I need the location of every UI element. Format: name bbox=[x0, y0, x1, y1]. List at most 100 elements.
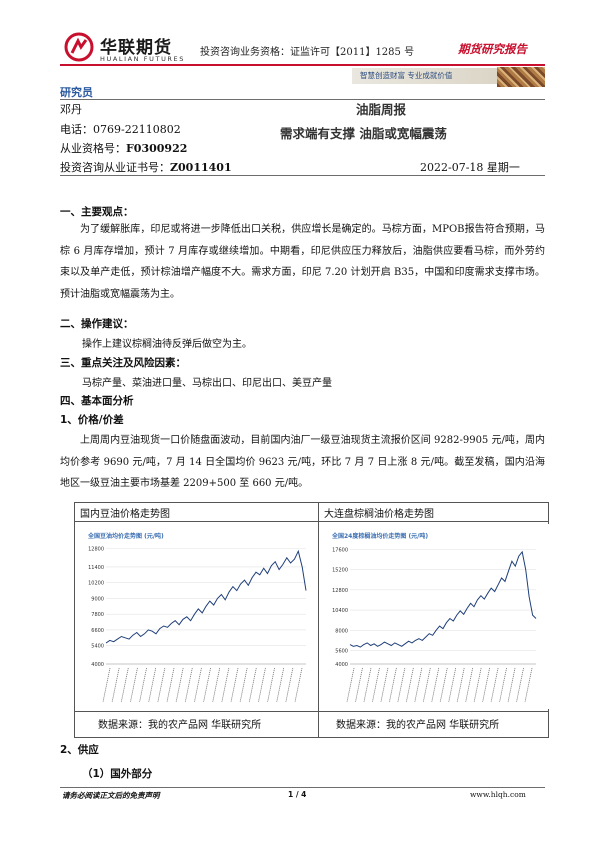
x-tick-mark bbox=[221, 667, 230, 703]
x-tick-mark bbox=[203, 667, 211, 703]
x-tick-mark bbox=[405, 667, 414, 703]
x-tick-mark bbox=[120, 667, 129, 703]
section-2-text: 操作上建议棕榈油待反弹后做空为主。 bbox=[82, 339, 252, 350]
analyst-label: 研究员 bbox=[60, 86, 93, 99]
x-tick-mark bbox=[102, 667, 111, 703]
y-tick-label: 12800 bbox=[332, 588, 348, 594]
x-tick-mark bbox=[456, 667, 465, 703]
x-tick-mark bbox=[184, 667, 193, 703]
soybean-oil-chart: 全国豆油均价走势图 (元/吨) 12800 11400 10200 9000 7800 6… bbox=[78, 524, 314, 709]
x-tick-mark bbox=[212, 667, 221, 703]
x-tick-mark bbox=[372, 667, 380, 703]
left-figure-source: 数据来源：我的农产品网 华联研究所 bbox=[98, 720, 262, 731]
analyst-qualification: 从业资格号：F0300922 bbox=[60, 140, 187, 156]
x-tick-mark bbox=[490, 667, 499, 703]
y-tick-label: 7800 bbox=[91, 612, 104, 618]
analyst-divider bbox=[60, 99, 545, 100]
banner-image bbox=[497, 67, 545, 87]
figure-table-footer-rule bbox=[74, 711, 549, 712]
x-tick-mark bbox=[276, 667, 285, 703]
x-tick-mark bbox=[166, 667, 175, 703]
x-tick-mark bbox=[267, 667, 275, 703]
slogan-banner bbox=[352, 68, 544, 84]
page-number: 1 / 4 bbox=[288, 790, 307, 799]
x-tick-mark bbox=[422, 667, 431, 703]
left-figure-caption: 国内豆油价格走势图 bbox=[80, 509, 170, 520]
price-paragraph: 上周周内豆油现货一口价随盘面波动，目前国内油厂一级豆油现货主流报价区间 9282… bbox=[60, 435, 545, 490]
x-tick-mark bbox=[139, 667, 147, 703]
series-line bbox=[105, 549, 307, 644]
soybean-oil-chart-svg: 全国豆油均价走势图 (元/吨) 12800 11400 10200 9000 7800 6… bbox=[87, 532, 307, 703]
x-tick-mark bbox=[285, 667, 294, 703]
x-tick-mark bbox=[507, 667, 516, 703]
series-line bbox=[349, 550, 537, 648]
soybean-oil-chart-title: 全国豆油均价走势图 (元/吨) bbox=[87, 532, 164, 540]
analyst-name: 邓丹 bbox=[60, 103, 82, 116]
slogan-text: 智慧创造财富 专业成就价值 bbox=[360, 71, 453, 80]
y-tick-label: 11400 bbox=[88, 565, 104, 571]
header-divider bbox=[60, 64, 545, 66]
hualian-logo-icon bbox=[64, 32, 94, 62]
right-figure-source: 数据来源：我的农产品网 华联研究所 bbox=[336, 720, 500, 731]
section-heading-4: 四、基本面分析 bbox=[60, 395, 134, 407]
report-type: 期货研究报告 bbox=[458, 42, 527, 56]
figure-table-column-divider bbox=[318, 502, 319, 738]
y-tick-label: 4000 bbox=[335, 662, 348, 668]
x-tick-mark bbox=[516, 667, 524, 703]
logo-text: 华联期货 bbox=[100, 38, 172, 58]
palm-oil-chart-title: 全国24度棕榈油均价走势图 (元/吨) bbox=[331, 532, 428, 540]
x-tick-mark bbox=[439, 667, 448, 703]
analyst-phone: 电话：0769-22110802 bbox=[60, 123, 181, 136]
x-tick-mark bbox=[431, 667, 440, 703]
section-heading-3: 三、重点关注及风险因素： bbox=[60, 357, 186, 369]
x-tick-mark bbox=[397, 667, 406, 703]
x-tick-mark bbox=[355, 667, 363, 703]
x-tick-mark bbox=[414, 667, 423, 703]
x-tick-mark bbox=[248, 667, 257, 703]
x-tick-mark bbox=[194, 667, 202, 703]
y-tick-label: 8000 bbox=[335, 628, 348, 634]
x-tick-mark bbox=[388, 667, 397, 703]
qualification-number: F0300922 bbox=[126, 142, 188, 155]
x-tick-mark bbox=[473, 667, 482, 703]
x-tick-mark bbox=[499, 667, 507, 703]
x-tick-mark bbox=[448, 667, 457, 703]
x-tick-mark bbox=[380, 667, 389, 703]
y-tick-label: 10400 bbox=[332, 608, 348, 614]
x-tick-mark bbox=[346, 667, 355, 703]
x-tick-mark bbox=[465, 667, 474, 703]
consult-number: Z0011401 bbox=[170, 161, 232, 174]
info-divider bbox=[60, 175, 545, 176]
right-figure-caption: 大连盘棕榈油价格走势图 bbox=[324, 509, 434, 520]
section-1-paragraph: 为了缓解胀库，印尼或将进一步降低出口关税，供应增长是确定的。马棕方面，MPOB报… bbox=[60, 224, 545, 301]
y-tick-label: 5400 bbox=[91, 644, 104, 650]
report-date: 2022-07-18 星期一 bbox=[420, 161, 520, 174]
section-heading-2: 二、操作建议： bbox=[60, 318, 134, 330]
report-name: 油脂周报 bbox=[356, 102, 407, 117]
x-tick-mark bbox=[294, 667, 303, 703]
section-heading-1: 一、主要观点： bbox=[60, 206, 134, 218]
logo-english-text: HUALIAN FUTURES bbox=[100, 55, 185, 63]
x-tick-mark bbox=[258, 667, 266, 703]
qualification-label: 从业资格号： bbox=[60, 142, 126, 155]
y-tick-label: 4000 bbox=[91, 662, 104, 668]
x-tick-mark bbox=[524, 667, 533, 703]
x-tick-mark bbox=[130, 667, 138, 703]
figure-table-header-rule bbox=[74, 521, 549, 522]
y-tick-label: 5600 bbox=[335, 649, 348, 655]
footer-website: www.hlqh.com bbox=[470, 790, 526, 799]
y-tick-label: 12800 bbox=[88, 547, 104, 553]
palm-oil-chart-svg: 全国24度棕榈油均价走势图 (元/吨) 17600 15200 12800 10400… bbox=[331, 532, 537, 703]
subsection-heading-overseas: （1）国外部分 bbox=[82, 768, 153, 780]
analyst-consult-cert: 投资咨询从业证书号：Z0011401 bbox=[60, 159, 232, 175]
y-tick-label: 10200 bbox=[88, 581, 104, 587]
x-tick-mark bbox=[363, 667, 372, 703]
report-title: 需求端有支撑 油脂或宽幅震荡 bbox=[280, 126, 447, 141]
x-tick-mark bbox=[111, 667, 120, 703]
x-tick-mark bbox=[482, 667, 491, 703]
x-tick-mark bbox=[175, 667, 184, 703]
footer-disclaimer: 请务必阅读正文后的免责声明 bbox=[62, 791, 160, 800]
subsection-heading-price: 1、价格/价差 bbox=[60, 414, 124, 426]
y-tick-label: 9000 bbox=[91, 596, 104, 602]
license-text: 投资咨询业务资格：证监许可【2011】1285 号 bbox=[200, 47, 415, 58]
